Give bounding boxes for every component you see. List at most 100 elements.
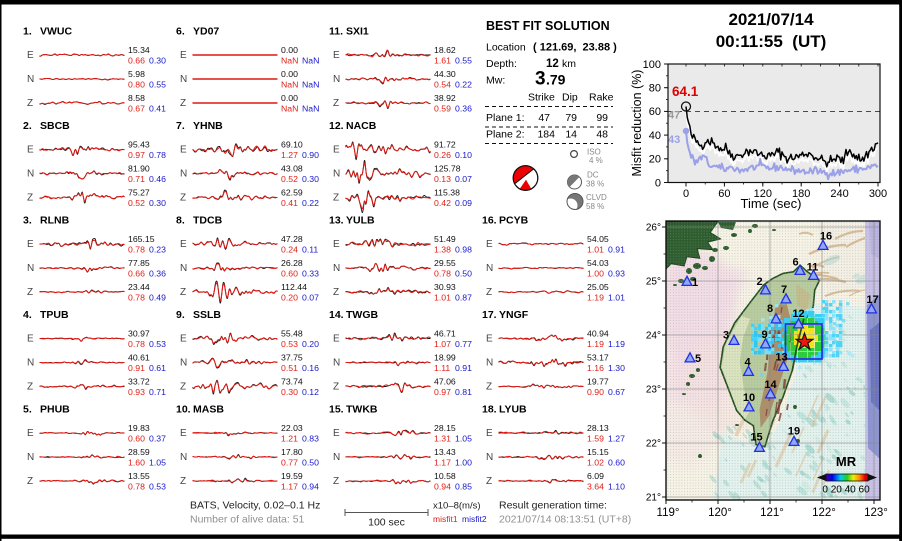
svg-text:SBCB: SBCB [40,120,70,132]
svg-text:1.61: 1.61 [434,56,451,66]
svg-text:0.00: 0.00 [281,93,298,103]
svg-text:8.: 8. [176,215,185,227]
svg-text:0.10: 0.10 [455,150,472,160]
svg-text:1.16: 1.16 [587,363,604,373]
svg-text:19.77: 19.77 [587,377,609,387]
svg-text:64.1: 64.1 [672,84,699,99]
svg-text:Z: Z [486,476,492,487]
svg-text:23°: 23° [646,385,661,396]
svg-text:6.: 6. [176,26,185,38]
svg-text:Depth:: Depth: [486,58,517,70]
svg-text:40: 40 [649,130,661,142]
svg-text:5.: 5. [23,404,32,416]
svg-text:E: E [333,334,340,345]
svg-text:E: E [27,145,34,156]
svg-text:0.50: 0.50 [302,458,319,468]
svg-text:6.09: 6.09 [587,471,604,481]
svg-text:51.49: 51.49 [434,234,456,244]
svg-text:0.66: 0.66 [128,56,145,66]
svg-text:81.90: 81.90 [128,164,150,174]
svg-text:79: 79 [565,112,577,124]
svg-text:NaN: NaN [281,104,298,114]
svg-text:VWUC: VWUC [40,26,72,38]
svg-text:0.78: 0.78 [128,482,145,492]
svg-text:99: 99 [596,112,608,124]
svg-text:18.62: 18.62 [434,45,456,55]
svg-text:0.09: 0.09 [455,198,472,208]
svg-text:23.44: 23.44 [128,282,150,292]
svg-text:0.67: 0.67 [128,104,145,114]
svg-text:13.43: 13.43 [434,447,456,457]
svg-text:2021/07/14 08:13:51 (UT+8): 2021/07/14 08:13:51 (UT+8) [499,514,631,526]
svg-text:0.59: 0.59 [434,104,451,114]
svg-text:0.23: 0.23 [149,245,166,255]
svg-text:33.72: 33.72 [128,377,150,387]
svg-text:3: 3 [535,69,546,90]
svg-text:13: 13 [775,352,787,364]
svg-text:0.30: 0.30 [149,56,166,66]
svg-text:12: 12 [792,308,804,320]
svg-text:12: 12 [546,58,559,70]
svg-text:0.60: 0.60 [128,434,145,444]
svg-text:0.80: 0.80 [128,80,145,90]
svg-text:1.27: 1.27 [281,150,298,160]
svg-text:3.: 3. [23,215,32,227]
svg-text:18.: 18. [482,404,497,416]
svg-text:E: E [27,334,34,345]
svg-text:38 %: 38 % [586,180,604,189]
svg-text:7: 7 [781,284,787,296]
svg-text:22°: 22° [646,439,661,450]
svg-text:1.01: 1.01 [587,245,604,255]
svg-text:10: 10 [743,392,755,404]
svg-text:2021/07/14: 2021/07/14 [728,10,814,29]
svg-text:0.30: 0.30 [281,387,298,397]
svg-text:0.78: 0.78 [128,293,145,303]
svg-text:10.58: 10.58 [434,471,456,481]
svg-text:4.: 4. [23,309,32,321]
svg-text:0.78: 0.78 [149,150,166,160]
svg-text:N: N [180,74,187,85]
svg-text:0.20: 0.20 [302,339,319,349]
svg-text:25.05: 25.05 [587,282,609,292]
svg-text:0.67: 0.67 [608,387,625,397]
svg-text:Location: Location [486,42,526,54]
svg-text:1.00: 1.00 [455,458,472,468]
svg-text:3.64: 3.64 [587,482,604,492]
svg-text:2: 2 [756,276,762,288]
svg-text:E: E [333,239,340,250]
svg-text:0.42: 0.42 [434,198,451,208]
svg-text:Result generation time:: Result generation time: [499,500,607,512]
svg-text:0.33: 0.33 [302,269,319,279]
svg-text:LYUB: LYUB [499,404,527,416]
svg-text:100: 100 [643,59,661,71]
svg-text:54.05: 54.05 [587,234,609,244]
svg-text:BEST FIT SOLUTION: BEST FIT SOLUTION [486,19,610,33]
svg-text:14.: 14. [329,309,344,321]
svg-text:1.38: 1.38 [434,245,451,255]
svg-text:N: N [333,169,340,180]
svg-text:0.46: 0.46 [149,174,166,184]
svg-text:0: 0 [655,177,661,189]
svg-text:0.98: 0.98 [455,245,472,255]
svg-text:0.91: 0.91 [608,245,625,255]
svg-text:4 %: 4 % [589,156,603,165]
svg-text:5.98: 5.98 [128,69,145,79]
svg-text:19.83: 19.83 [128,423,150,433]
svg-text:9: 9 [761,329,767,341]
svg-text:240: 240 [830,188,848,200]
svg-text:48: 48 [596,129,608,141]
svg-text:18.99: 18.99 [434,353,456,363]
svg-text:Z: Z [27,476,33,487]
svg-text:1.02: 1.02 [587,458,604,468]
svg-text:0.87: 0.87 [455,293,472,303]
svg-text:0.00: 0.00 [281,69,298,79]
svg-text:0.60: 0.60 [608,458,625,468]
svg-text:1: 1 [692,277,698,289]
svg-text:TWKB: TWKB [346,404,378,416]
svg-text:N: N [333,263,340,274]
svg-text:Number of alive data: 51: Number of alive data: 51 [190,514,305,526]
svg-text:0.81: 0.81 [455,387,472,397]
svg-text:Z: Z [486,287,492,298]
svg-text:E: E [486,334,493,345]
svg-text:0.78: 0.78 [434,269,451,279]
